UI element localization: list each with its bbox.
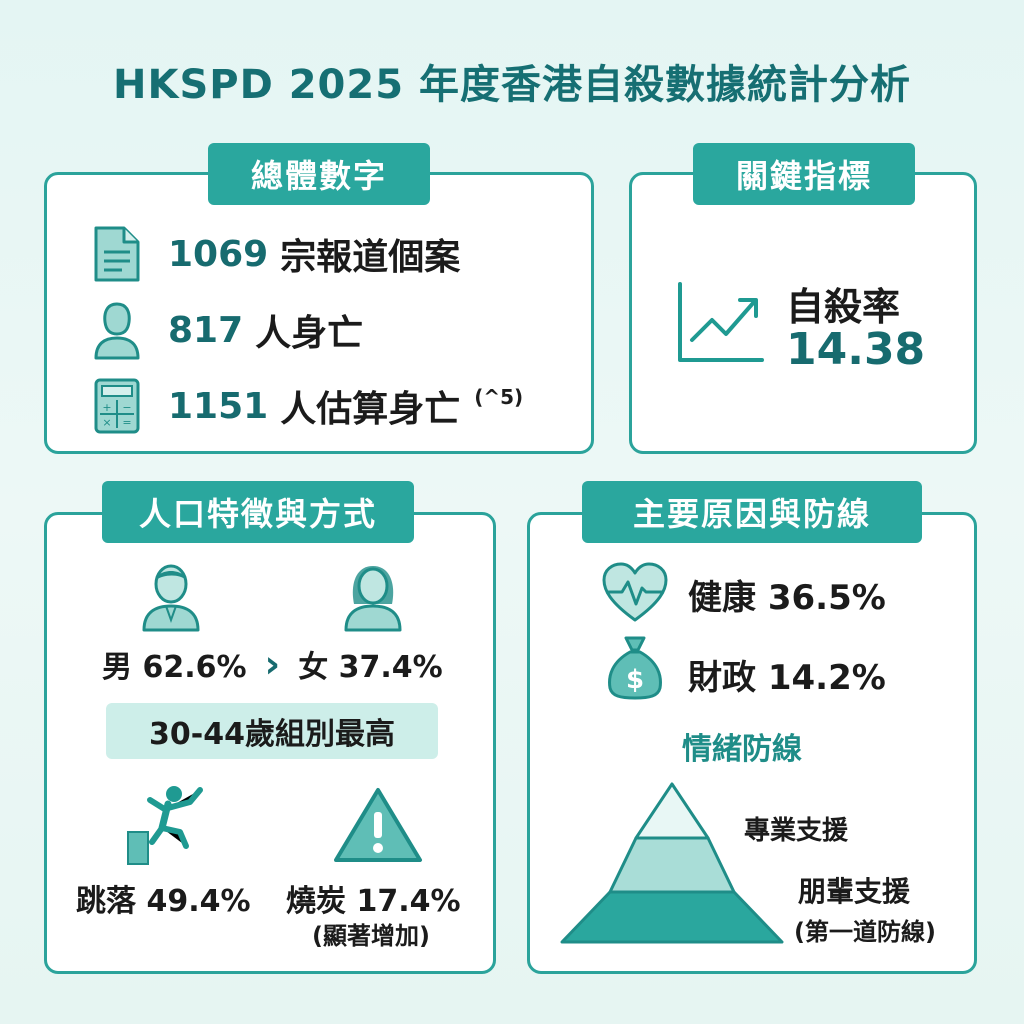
overall-row-estimated: + − × = 1151 人估算身亡 (^5) bbox=[92, 376, 523, 436]
svg-text:+: + bbox=[102, 401, 111, 414]
money-bag-icon: $ bbox=[604, 632, 666, 702]
overall-row-deaths: 817 人身亡 bbox=[92, 300, 363, 360]
document-icon bbox=[92, 224, 142, 284]
cases-text: 宗報道個案 bbox=[280, 237, 461, 278]
overall-label: 總體數字 bbox=[208, 143, 430, 205]
estimated-number: 1151 bbox=[168, 385, 269, 427]
male-percent: 男 62.6% bbox=[102, 650, 247, 685]
pyramid-top-label: 專業支援 bbox=[744, 816, 849, 846]
finance-percent: 財政 14.2% bbox=[688, 658, 886, 698]
estimated-note: (^5) bbox=[474, 385, 524, 409]
pyramid-bottom-label: 朋輩支援 bbox=[798, 875, 911, 908]
trend-up-icon bbox=[674, 280, 766, 366]
heart-pulse-icon bbox=[600, 560, 670, 624]
svg-text:=: = bbox=[122, 416, 131, 429]
cases-number: 1069 bbox=[168, 233, 269, 275]
suicide-rate-value: 14.38 bbox=[786, 324, 926, 375]
support-pyramid bbox=[556, 780, 788, 950]
jump-percent: 跳落 49.4% bbox=[76, 884, 251, 919]
overall-row-cases: 1069 宗報道個案 bbox=[92, 224, 460, 284]
female-percent: 女 37.4% bbox=[298, 650, 443, 685]
jumping-person-icon bbox=[124, 780, 208, 868]
suicide-rate-name: 自殺率 bbox=[786, 285, 901, 329]
pyramid-bottom-note: (第一道防線) bbox=[794, 918, 936, 946]
person-icon bbox=[92, 300, 142, 360]
svg-text:×: × bbox=[102, 416, 111, 429]
defense-title: 情緒防線 bbox=[682, 732, 802, 767]
causes-label: 主要原因與防線 bbox=[582, 481, 922, 543]
causes-card bbox=[527, 512, 977, 974]
calculator-icon: + − × = bbox=[92, 376, 142, 436]
charcoal-percent: 燒炭 17.4% bbox=[286, 884, 461, 919]
health-percent: 健康 36.5% bbox=[688, 578, 886, 618]
svg-text:−: − bbox=[122, 401, 131, 414]
key-card bbox=[629, 172, 977, 454]
deaths-number: 817 bbox=[168, 309, 244, 351]
age-group-badge: 30-44歲組別最高 bbox=[106, 703, 438, 759]
deaths-text: 人身亡 bbox=[255, 313, 364, 354]
demo-label: 人口特徵與方式 bbox=[102, 481, 414, 543]
warning-icon bbox=[332, 784, 424, 864]
page-title: HKSPD 2025 年度香港自殺數據統計分析 bbox=[113, 62, 911, 108]
male-icon bbox=[140, 560, 202, 632]
age-group-text: 30-44歲組別最高 bbox=[149, 717, 395, 752]
estimated-text: 人估算身亡 bbox=[280, 389, 461, 430]
female-icon bbox=[342, 560, 404, 632]
key-label: 關鍵指標 bbox=[693, 143, 915, 205]
compare-sign: › bbox=[264, 642, 281, 686]
svg-text:$: $ bbox=[626, 665, 644, 695]
gender-row: 男 62.6% › 女 37.4% bbox=[102, 642, 443, 686]
charcoal-note: (顯著增加) bbox=[312, 922, 430, 950]
